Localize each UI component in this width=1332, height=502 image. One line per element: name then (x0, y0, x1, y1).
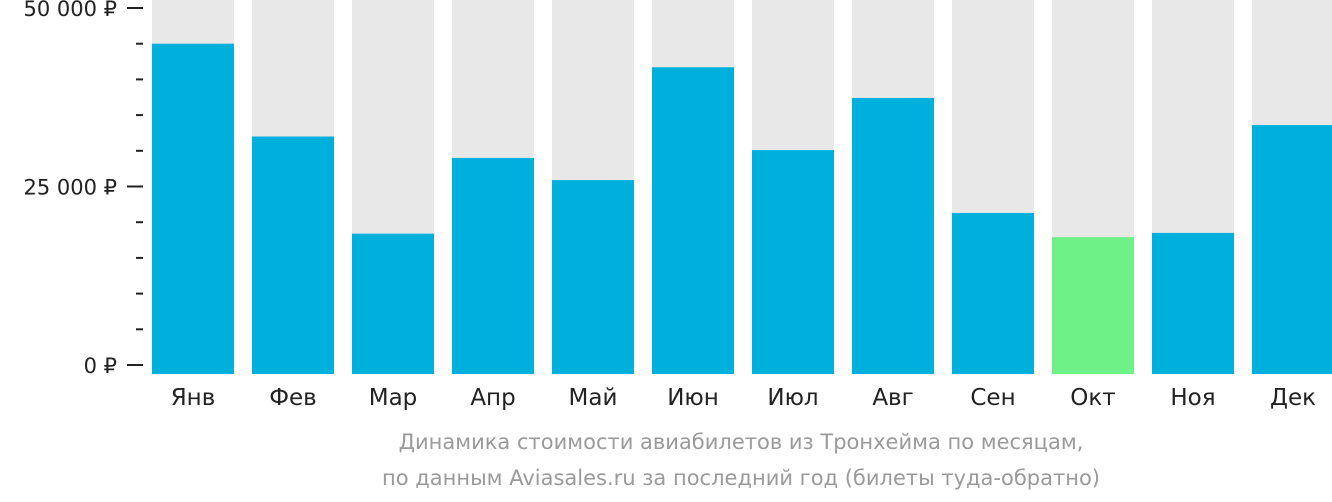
y-tick-label: 25 000 ₽ (23, 176, 117, 200)
y-tick-label: 0 ₽ (84, 354, 117, 378)
bar-7 (852, 97, 934, 375)
chart-caption-line-1: Динамика стоимости авиабилетов из Тронхе… (398, 430, 1084, 454)
x-tick-label: Сен (970, 385, 1015, 411)
x-tick-label: Окт (1070, 385, 1115, 411)
x-tick-label: Май (569, 385, 618, 411)
bar-11 (1252, 125, 1332, 374)
price-chart: 0 ₽ 25 000 ₽ 50 000 ₽ Янв Фев Мар Апр Май Июн Ию… (23, 0, 1332, 411)
x-tick-label: Янв (171, 385, 216, 411)
bar-4 (552, 180, 634, 374)
x-tick-label: Дек (1270, 385, 1316, 411)
bar-9 (1052, 237, 1134, 374)
bar-10 (1152, 232, 1234, 374)
bar-5 (652, 67, 734, 375)
x-axis-labels: Янв Фев Мар Апр Май Июн Июл Авг Сен Окт Ноя Дек (171, 385, 1316, 411)
x-tick-label: Фев (269, 385, 317, 411)
bar-2 (352, 233, 434, 374)
x-tick-label: Июн (667, 385, 719, 411)
chart-caption-line-2: по данным Aviasales.ru за последний год … (382, 466, 1100, 490)
value-bars (152, 43, 1332, 375)
bar-6 (752, 150, 834, 374)
x-tick-label: Авг (872, 385, 913, 411)
x-tick-label: Ноя (1170, 385, 1215, 411)
bar-0 (152, 43, 234, 374)
bar-8 (952, 212, 1034, 374)
x-tick-label: Июл (767, 385, 818, 411)
x-tick-label: Апр (470, 385, 515, 411)
y-axis: 0 ₽ 25 000 ₽ 50 000 ₽ (23, 0, 143, 378)
x-tick-label: Мар (369, 385, 418, 411)
y-tick-label: 50 000 ₽ (23, 0, 117, 21)
bar-3 (452, 157, 534, 374)
bar-1 (252, 136, 334, 374)
